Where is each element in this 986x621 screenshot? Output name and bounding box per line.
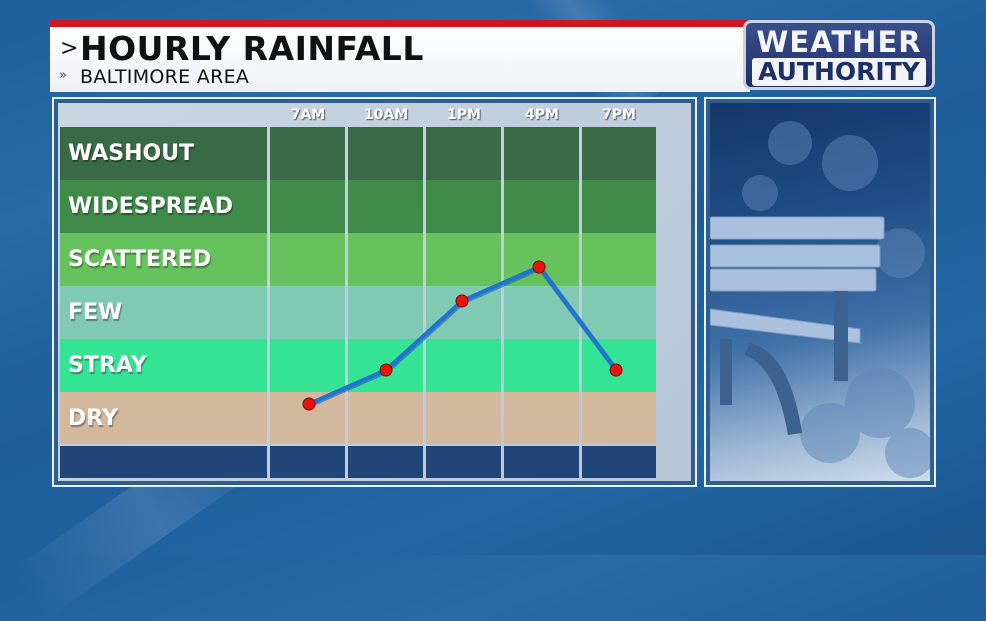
column-header-4pm: 4PM [525, 107, 559, 123]
column-header-7am: 7AM [290, 107, 326, 123]
row-label-stray: STRAY [60, 339, 267, 392]
photo-panel [704, 97, 936, 487]
column-header-1pm: 1PM [447, 107, 481, 123]
page-subtitle: BALTIMORE AREA [80, 66, 250, 88]
row-label-widespread: WIDESPREAD [60, 180, 267, 233]
title-banner: > HOURLY RAINFALL » BALTIMORE AREA [50, 20, 750, 92]
data-point-4pm [532, 260, 546, 274]
row-label-dry: DRY [60, 392, 267, 444]
data-points [302, 260, 623, 411]
data-point-7am [302, 397, 316, 411]
weather-authority-logo: WEATHER AUTHORITY [743, 20, 935, 90]
data-point-7pm [609, 363, 623, 377]
data-point-1pm [455, 294, 469, 308]
data-point-10am [379, 363, 393, 377]
column-header-10am: 10AM [363, 107, 409, 123]
double-chevron-right-icon: » [59, 68, 67, 83]
bench-illustration [710, 121, 930, 478]
park-bench-photo [710, 103, 930, 481]
rainfall-chart-plot [270, 127, 656, 478]
logo-line-1: WEATHER [756, 25, 922, 59]
grid-cells [270, 127, 656, 478]
page-title: HOURLY RAINFALL [80, 29, 424, 68]
chevron-right-icon: > [60, 36, 79, 61]
row-label-washout: WASHOUT [60, 127, 267, 180]
title-accent-bar [50, 20, 750, 27]
row-label-scattered: SCATTERED [60, 233, 267, 286]
column-header-7pm: 7PM [602, 107, 636, 123]
row-label-few: FEW [60, 286, 267, 339]
row-label-blank [60, 446, 267, 478]
logo-line-2: AUTHORITY [752, 58, 926, 86]
